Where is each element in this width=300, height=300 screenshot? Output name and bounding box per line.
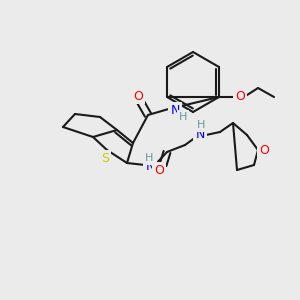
Text: N: N <box>145 160 155 173</box>
Text: O: O <box>154 164 164 176</box>
Text: S: S <box>101 152 109 164</box>
Text: O: O <box>259 143 269 157</box>
Text: H: H <box>197 120 205 130</box>
Text: N: N <box>170 103 180 116</box>
Text: O: O <box>133 89 143 103</box>
Text: H: H <box>179 112 187 122</box>
Text: N: N <box>195 128 205 142</box>
Text: O: O <box>235 91 245 103</box>
Text: H: H <box>145 153 153 163</box>
